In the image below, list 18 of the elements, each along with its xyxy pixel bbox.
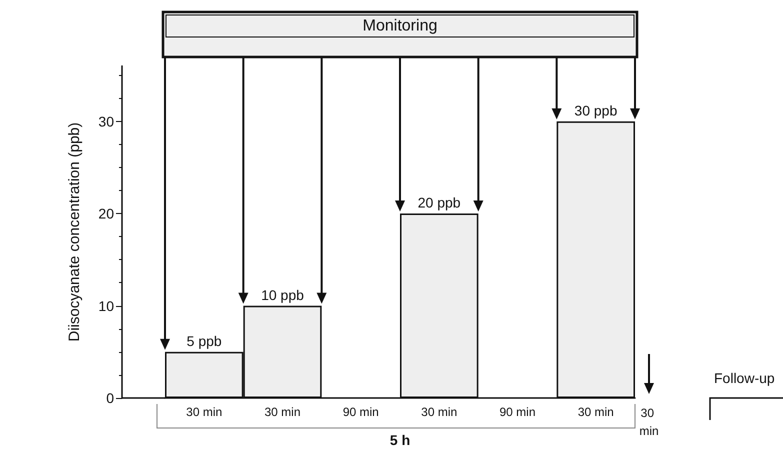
y-tick-label: 0 bbox=[106, 390, 114, 406]
x-tick-label: 30 min bbox=[578, 405, 614, 419]
data-label: 30 ppb bbox=[574, 102, 618, 118]
x-tick-label: 30 min bbox=[186, 405, 222, 419]
y-tick-label: 10 bbox=[98, 298, 114, 314]
text: Follow-up bbox=[714, 370, 775, 386]
x-tick-label: 90 min bbox=[342, 405, 379, 419]
data-label: 10 ppb bbox=[261, 286, 304, 303]
x-tick-label: 30 min bbox=[421, 405, 458, 419]
y-axis-title: Diisocyanate concentration (ppb) bbox=[66, 122, 83, 342]
text: Monitoring bbox=[362, 18, 438, 34]
text: 5 h bbox=[390, 432, 410, 448]
x-tick-label: 30 min bbox=[264, 405, 301, 419]
y-tick-label: 30 bbox=[98, 113, 114, 130]
data-label: 5 ppb bbox=[186, 332, 222, 349]
x-tick-label: 90 min bbox=[499, 405, 536, 419]
data-label: 20 ppb bbox=[418, 194, 461, 211]
y-tick-label: 20 bbox=[98, 206, 114, 222]
